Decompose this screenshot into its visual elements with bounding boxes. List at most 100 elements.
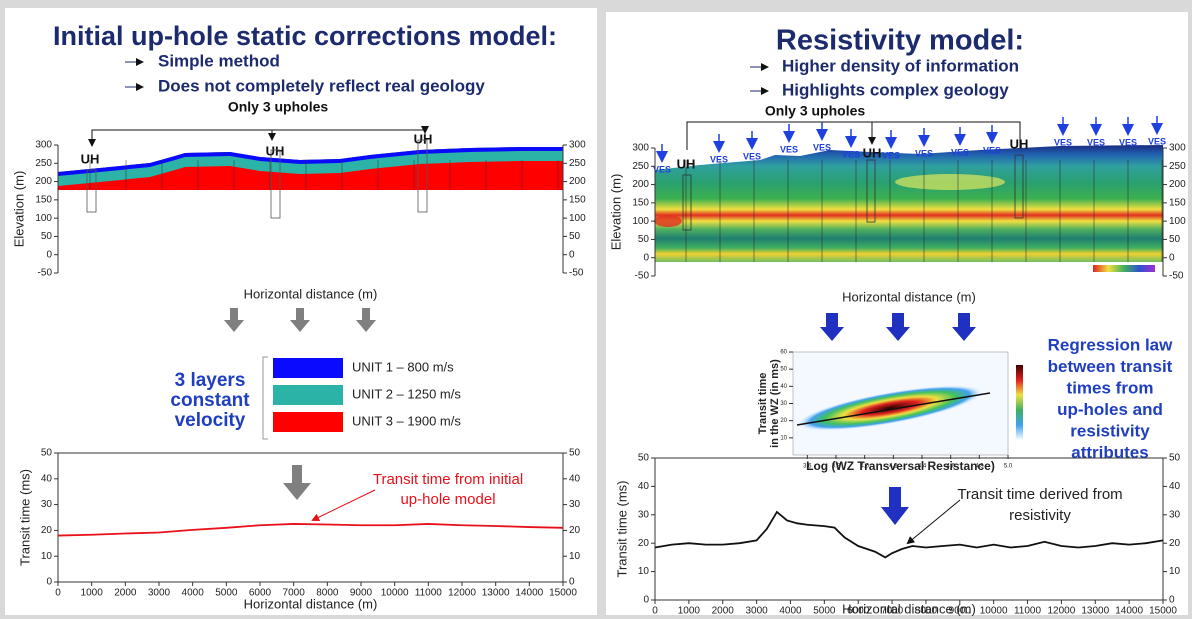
x-tick-label: 5000: [813, 606, 836, 617]
y-tick-label: 150: [632, 197, 649, 208]
x-tick-label: 3.6: [803, 464, 812, 470]
x-tick-label: 2000: [712, 606, 735, 617]
x-tick-label: 10000: [980, 606, 1008, 617]
y-tick-label: 40: [41, 473, 53, 484]
x-tick-label: 8000: [316, 588, 339, 599]
y2-tick-label: 200: [569, 176, 586, 187]
x-tick-label: 4.2: [889, 464, 898, 470]
x-axis-label: Horizontal distance (m): [244, 286, 378, 301]
down-arrows: [224, 308, 376, 332]
y-tick-label: 30: [41, 499, 53, 510]
uphole-casing: [866, 159, 876, 223]
x-tick-label: 4000: [182, 588, 205, 599]
legend-swatch: [273, 385, 343, 405]
y2-tick-label: 150: [1169, 197, 1186, 208]
annotation-arrow: [906, 499, 961, 545]
y-tick-label: 0: [643, 595, 649, 606]
x-tick-label: 8000: [915, 606, 938, 617]
y2-tick-label: 20: [1169, 538, 1181, 549]
regression-note: up-holes and: [1057, 400, 1163, 419]
x-axis-label: Horizontal distance (m): [244, 596, 378, 611]
y-axis-label: Elevation (m): [608, 174, 623, 251]
y2-tick-label: 300: [569, 140, 586, 151]
x-tick-label: 0: [652, 606, 658, 617]
x-tick-label: 13000: [482, 588, 510, 599]
y-axis-label: in the WZ (in ms): [769, 359, 781, 448]
color-bar: [1093, 265, 1155, 272]
well-label: VES: [743, 151, 761, 161]
x-tick-label: 15000: [549, 588, 577, 599]
y-tick-label: 50: [638, 234, 650, 245]
y2-tick-label: 50: [569, 448, 581, 459]
y-tick-label: 100: [632, 216, 649, 227]
artwork: [88, 121, 1155, 545]
y-tick-label: 0: [643, 252, 649, 263]
bullet: Highlights complex geology: [782, 80, 1009, 99]
x-tick-label: 3.8: [832, 464, 841, 470]
y-tick-label: 60: [780, 350, 787, 356]
x-tick-label: 6000: [847, 606, 870, 617]
annotation: up-hole model: [400, 491, 495, 508]
plot-frame: [654, 457, 1164, 601]
x-tick-label: 9000: [350, 588, 373, 599]
down-arrow: [881, 487, 909, 525]
y2-tick-label: 0: [569, 577, 575, 588]
x-tick-label: 7000: [283, 588, 306, 599]
y-tick-label: 50: [638, 453, 650, 464]
uphole-casing: [1014, 154, 1024, 219]
annotation: resistivity: [1009, 507, 1071, 524]
y-axis-label: Transit time (ms): [17, 469, 32, 566]
y2-tick-label: 30: [1169, 509, 1181, 520]
well-label: UH: [677, 156, 696, 171]
legend-swatch: [273, 412, 343, 432]
y-tick-label: 50: [41, 448, 53, 459]
well-label: VES: [983, 145, 1001, 155]
uphole-casing: [86, 169, 97, 213]
regression-note: Regression law: [1048, 335, 1173, 354]
down-arrow: [283, 465, 311, 500]
x-tick-label: 12000: [448, 588, 476, 599]
bullet: Higher density of information: [782, 56, 1019, 75]
well-label: VES: [780, 144, 798, 154]
layers-label: constant: [170, 390, 250, 411]
y-tick-label: 150: [35, 194, 52, 205]
y-tick-label: 50: [41, 231, 53, 242]
well-label: VES: [1148, 136, 1166, 146]
x-tick-label: 4.8: [975, 464, 984, 470]
resistivity-section: [655, 145, 1163, 262]
y2-tick-label: 250: [569, 158, 586, 169]
y-tick-label: 10: [41, 551, 53, 562]
well-label: VES: [653, 164, 671, 174]
transit-line: [57, 523, 564, 537]
y-tick-label: 0: [46, 249, 52, 260]
legend-label: UNIT 3 – 1900 m/s: [352, 413, 461, 428]
x-tick-label: 1000: [678, 606, 701, 617]
title: Resistivity model:: [776, 25, 1024, 57]
x-tick-label: 4.4: [918, 464, 927, 470]
y-tick-label: 30: [780, 401, 787, 407]
y2-tick-label: 40: [1169, 481, 1181, 492]
x-tick-label: 4.6: [946, 464, 955, 470]
x-tick-label: 13000: [1081, 606, 1109, 617]
annotation: Transit time from initial: [373, 471, 523, 488]
y-tick-label: 20: [41, 525, 53, 536]
down-arrows: [820, 313, 976, 341]
y2-tick-label: 30: [569, 499, 581, 510]
inset-color-bar: [1016, 365, 1023, 440]
transit-line: [654, 510, 1164, 559]
x-tick-label: 9000: [949, 606, 972, 617]
y2-tick-label: 40: [569, 473, 581, 484]
well-label: VES: [951, 147, 969, 157]
regression-note: between transit: [1048, 357, 1173, 376]
well-label: VES: [882, 150, 900, 160]
annotation-arrow: [311, 489, 376, 521]
y2-tick-label: 300: [1169, 143, 1186, 154]
y2-tick-label: 100: [569, 213, 586, 224]
bracket: [686, 121, 1021, 150]
bracket-label: Only 3 upholes: [228, 99, 329, 115]
y-tick-label: 250: [35, 158, 52, 169]
y-tick-label: 250: [632, 161, 649, 172]
x-tick-label: 4000: [779, 606, 802, 617]
annotation: Transit time derived from: [957, 486, 1122, 503]
well-label: VES: [915, 148, 933, 158]
